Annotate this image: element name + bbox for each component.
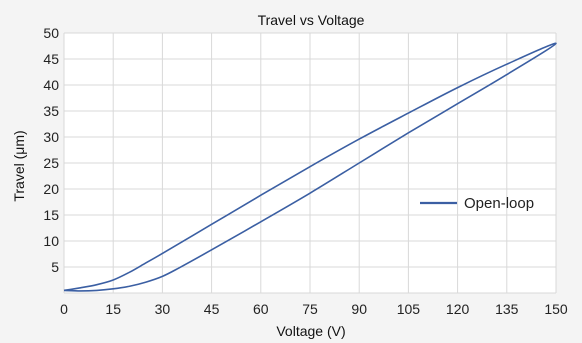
x-tick-label: 120 <box>446 301 470 317</box>
y-tick-label: 45 <box>43 51 59 67</box>
y-tick-label: 15 <box>43 207 59 223</box>
y-tick-label: 40 <box>43 77 59 93</box>
legend-label: Open-loop <box>464 195 534 212</box>
x-tick-label: 105 <box>397 301 421 317</box>
x-tick-label: 15 <box>105 301 121 317</box>
y-tick-label: 5 <box>51 259 59 275</box>
series-line-0 <box>63 42 557 292</box>
legend: Open-loop <box>420 195 534 212</box>
y-tick-label: 35 <box>43 103 59 119</box>
x-tick-label: 0 <box>60 301 68 317</box>
x-tick-label: 30 <box>155 301 171 317</box>
x-tick-label: 90 <box>351 301 367 317</box>
x-axis-title: Voltage (V) <box>276 323 345 339</box>
x-tick-labels: 0 15 30 45 60 75 90 105 120 135 150 <box>60 301 568 317</box>
chart-title: Travel vs Voltage <box>258 12 365 28</box>
series-layer <box>63 42 557 292</box>
y-tick-label: 50 <box>43 25 59 41</box>
y-tick-label: 10 <box>43 233 59 249</box>
y-tick-label: 30 <box>43 129 59 145</box>
y-axis-title: Travel (μm) <box>11 130 27 201</box>
y-tick-label: 25 <box>43 155 59 171</box>
y-tick-label: 20 <box>43 181 59 197</box>
y-tick-labels: 5 10 15 20 25 30 35 40 45 50 <box>43 25 59 275</box>
x-tick-label: 135 <box>495 301 519 317</box>
x-tick-label: 45 <box>204 301 220 317</box>
x-tick-label: 150 <box>544 301 568 317</box>
x-tick-label: 60 <box>253 301 269 317</box>
x-tick-label: 75 <box>302 301 318 317</box>
